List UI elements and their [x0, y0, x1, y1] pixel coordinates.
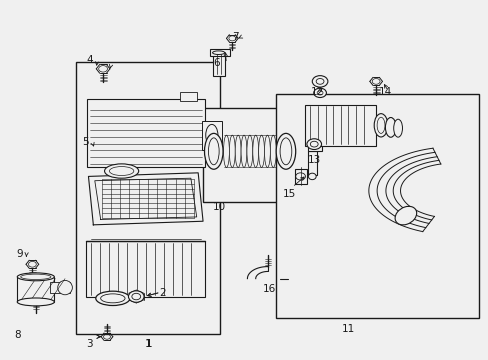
Bar — [76, 62, 220, 334]
Ellipse shape — [373, 114, 387, 137]
Text: 6: 6 — [212, 58, 219, 68]
Ellipse shape — [223, 135, 229, 167]
Ellipse shape — [96, 291, 130, 306]
Bar — [180, 92, 197, 101]
Bar — [202, 121, 221, 149]
Ellipse shape — [101, 294, 125, 303]
Text: 11: 11 — [341, 324, 355, 334]
Ellipse shape — [104, 164, 139, 178]
Text: 9: 9 — [16, 248, 23, 258]
Bar — [307, 145, 321, 151]
Bar — [203, 108, 298, 202]
Text: 1: 1 — [144, 339, 151, 349]
Circle shape — [132, 293, 141, 300]
Bar — [307, 151, 316, 175]
Ellipse shape — [252, 135, 258, 167]
Ellipse shape — [376, 117, 384, 134]
Text: 14: 14 — [378, 87, 391, 97]
Circle shape — [310, 141, 318, 147]
Bar — [212, 53, 224, 76]
Ellipse shape — [308, 173, 316, 180]
Ellipse shape — [264, 135, 270, 167]
Text: 12: 12 — [310, 87, 323, 97]
Text: 2: 2 — [159, 288, 165, 298]
Ellipse shape — [258, 135, 264, 167]
Text: 10: 10 — [212, 202, 225, 212]
Ellipse shape — [280, 138, 291, 165]
Text: 15: 15 — [282, 189, 295, 199]
Ellipse shape — [212, 51, 224, 54]
Text: 5: 5 — [82, 138, 89, 147]
Text: 1: 1 — [146, 339, 152, 349]
Bar — [86, 241, 205, 297]
Bar — [276, 94, 478, 318]
Ellipse shape — [393, 119, 402, 137]
Circle shape — [317, 91, 323, 95]
Text: 16: 16 — [263, 284, 276, 294]
Ellipse shape — [58, 280, 72, 295]
Bar — [294, 169, 306, 184]
Text: 7: 7 — [232, 32, 239, 41]
Ellipse shape — [204, 134, 223, 169]
Text: 4: 4 — [86, 55, 92, 65]
Circle shape — [306, 139, 321, 149]
Ellipse shape — [208, 138, 219, 165]
Ellipse shape — [241, 135, 246, 167]
Ellipse shape — [229, 135, 235, 167]
Circle shape — [128, 291, 144, 302]
Ellipse shape — [20, 274, 51, 279]
Circle shape — [312, 76, 327, 87]
Bar — [305, 105, 375, 146]
Ellipse shape — [17, 298, 54, 306]
Text: 8: 8 — [14, 330, 21, 340]
Text: 3: 3 — [86, 338, 92, 348]
Ellipse shape — [270, 135, 276, 167]
Ellipse shape — [109, 167, 134, 176]
Text: 13: 13 — [307, 155, 321, 165]
Ellipse shape — [394, 206, 416, 225]
Ellipse shape — [205, 125, 218, 146]
Ellipse shape — [246, 135, 252, 167]
Circle shape — [313, 88, 326, 98]
Bar — [17, 277, 54, 302]
Ellipse shape — [276, 134, 295, 169]
Bar — [210, 49, 229, 56]
Bar — [50, 282, 70, 293]
Ellipse shape — [385, 117, 395, 137]
Ellipse shape — [235, 135, 241, 167]
Ellipse shape — [17, 273, 54, 281]
Bar — [87, 99, 204, 167]
Circle shape — [316, 78, 324, 84]
